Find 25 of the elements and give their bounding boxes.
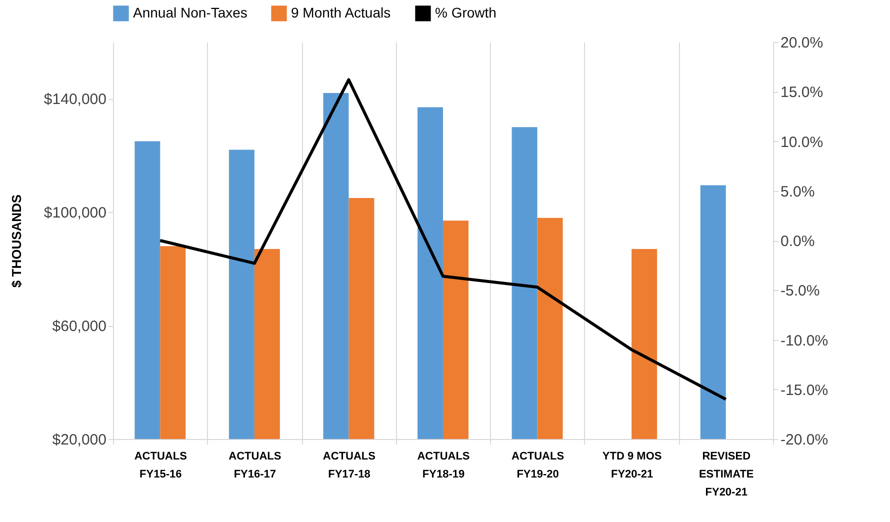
y-tick-label: $100,000 bbox=[44, 204, 106, 222]
y2-tick-label: 20.0% bbox=[780, 34, 824, 52]
y-tick-label: $20,000 bbox=[52, 432, 106, 448]
y2-tick-label: 15.0% bbox=[780, 84, 824, 102]
y2-tick-label: 10.0% bbox=[780, 134, 824, 151]
y2-tick-label: -20.0% bbox=[780, 432, 828, 448]
x-tick-label: YTD 9 MOS FY20-21 bbox=[602, 450, 662, 480]
x-tick-label: ACTUALS FY15-16 bbox=[134, 450, 187, 480]
legend-label: % Growth bbox=[435, 4, 496, 20]
legend-label: Annual Non-Taxes bbox=[133, 4, 248, 20]
x-tick-label: REVISED ESTIMATE FY20-21 bbox=[698, 450, 754, 498]
x-tick-label: ACTUALS FY18-19 bbox=[417, 450, 470, 480]
y2-tick-label: 5.0% bbox=[780, 183, 815, 200]
y2-tick-label: -10.0% bbox=[780, 332, 828, 350]
y2-tick-label: 0.0% bbox=[780, 233, 815, 250]
y2-tick-label: -15.0% bbox=[780, 382, 828, 399]
line-series bbox=[158, 78, 728, 401]
y-tick-label: $60,000 bbox=[52, 318, 106, 336]
x-tick-label: ACTUALS FY19-20 bbox=[512, 450, 564, 480]
legend-label: 9 Month Actuals bbox=[291, 4, 391, 20]
x-tick-label: ACTUALS FY16-17 bbox=[228, 450, 282, 480]
y-tick-label: $140,000 bbox=[44, 91, 106, 108]
y-axis-title: $ THOUSANDS bbox=[8, 194, 24, 288]
x-tick-label: ACTUALS FY17-18 bbox=[322, 450, 376, 480]
y2-tick-label: -5.0% bbox=[780, 282, 820, 300]
